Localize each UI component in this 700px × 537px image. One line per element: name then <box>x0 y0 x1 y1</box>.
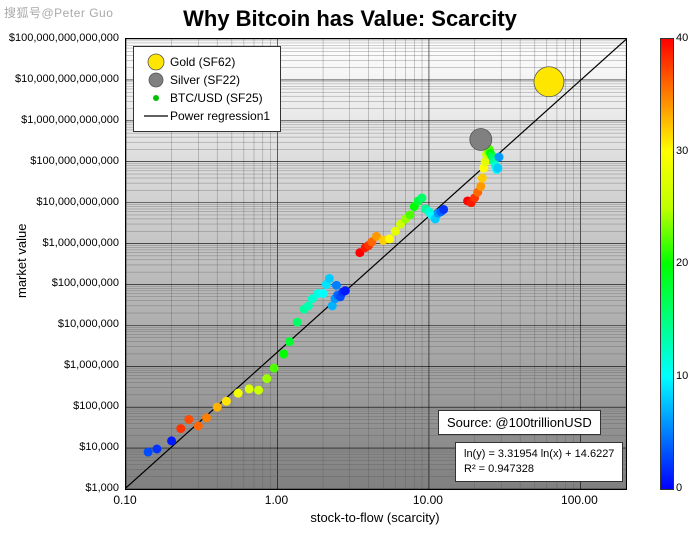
btc-point <box>406 210 415 219</box>
source-box: Source: @100trillionUSD <box>438 410 601 435</box>
btc-point <box>167 436 176 445</box>
colorbar-tick: 40 <box>676 32 688 44</box>
btc-point <box>478 174 487 183</box>
x-tick: 100.00 <box>561 493 598 507</box>
legend-swatch <box>142 53 170 71</box>
btc-point <box>418 193 427 202</box>
x-tick: 0.10 <box>113 493 136 507</box>
equation-box: ln(y) = 3.31954 ln(x) + 14.6227 R² = 0.9… <box>455 442 623 482</box>
legend-label: Gold (SF62) <box>170 55 235 69</box>
y-tick: $1,000 <box>0 482 119 494</box>
y-tick: $1,000,000,000 <box>0 237 119 249</box>
btc-point <box>194 421 203 430</box>
x-tick: 10.00 <box>413 493 443 507</box>
colorbar-tick: 0 <box>676 482 682 494</box>
btc-point <box>493 164 502 173</box>
btc-point <box>152 445 161 454</box>
btc-point <box>293 318 302 327</box>
btc-point <box>262 374 271 383</box>
gold-point <box>534 67 564 97</box>
y-tick: $10,000,000,000,000 <box>0 73 119 85</box>
y-tick: $10,000,000 <box>0 318 119 330</box>
legend-item: Gold (SF62) <box>142 53 270 71</box>
btc-point <box>270 364 279 373</box>
btc-point <box>213 403 222 412</box>
legend-swatch <box>142 71 170 89</box>
legend-swatch <box>142 107 170 125</box>
btc-point <box>184 415 193 424</box>
btc-point <box>341 286 350 295</box>
y-tick: $10,000 <box>0 441 119 453</box>
btc-point <box>332 281 341 290</box>
y-tick: $1,000,000,000,000 <box>0 114 119 126</box>
y-tick: $100,000,000 <box>0 277 119 289</box>
colorbar <box>660 38 674 490</box>
btc-point <box>439 205 448 214</box>
legend-label: BTC/USD (SF25) <box>170 91 263 105</box>
btc-point <box>494 153 503 162</box>
btc-point <box>285 337 294 346</box>
btc-point <box>234 389 243 398</box>
btc-point <box>325 274 334 283</box>
silver-point <box>470 128 492 150</box>
legend-item: BTC/USD (SF25) <box>142 89 270 107</box>
btc-point <box>222 397 231 406</box>
r2-line: R² = 0.947328 <box>464 462 614 477</box>
equation-line: ln(y) = 3.31954 ln(x) + 14.6227 <box>464 447 614 462</box>
y-tick: $100,000,000,000,000 <box>0 32 119 44</box>
colorbar-tick: 20 <box>676 257 688 269</box>
colorbar-tick: 10 <box>676 370 688 382</box>
y-tick: $10,000,000,000 <box>0 196 119 208</box>
btc-point <box>202 413 211 422</box>
legend-item: Power regression1 <box>142 107 270 125</box>
colorbar-tick: 30 <box>676 145 688 157</box>
legend-item: Silver (SF22) <box>142 71 270 89</box>
x-tick: 1.00 <box>265 493 288 507</box>
x-axis-label: stock-to-flow (scarcity) <box>125 510 625 525</box>
btc-point <box>254 386 263 395</box>
btc-point <box>476 182 485 191</box>
legend-label: Power regression1 <box>170 109 270 123</box>
legend-swatch <box>142 89 170 107</box>
btc-point <box>245 384 254 393</box>
y-tick: $1,000,000 <box>0 359 119 371</box>
btc-point <box>144 448 153 457</box>
btc-point <box>319 289 328 298</box>
btc-point <box>391 227 400 236</box>
legend: Gold (SF62) Silver (SF22) BTC/USD (SF25) Po… <box>133 46 281 132</box>
btc-point <box>176 424 185 433</box>
btc-point <box>279 349 288 358</box>
y-tick: $100,000,000,000 <box>0 155 119 167</box>
chart-title: Why Bitcoin has Value: Scarcity <box>0 6 700 32</box>
btc-point <box>385 234 394 243</box>
legend-label: Silver (SF22) <box>170 73 240 87</box>
y-tick: $100,000 <box>0 400 119 412</box>
